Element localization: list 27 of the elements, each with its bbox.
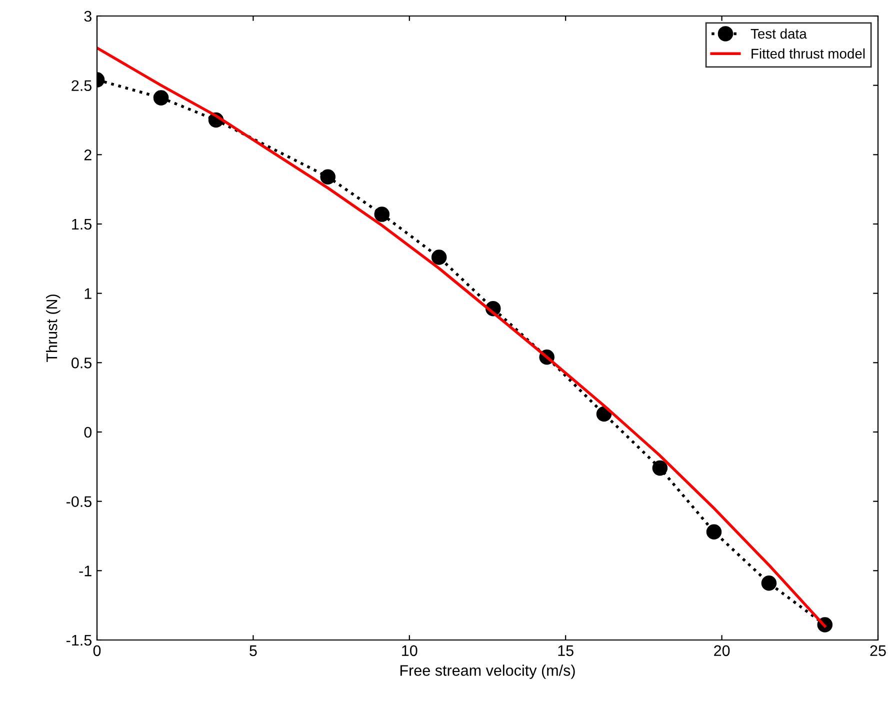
y-tick-label: -1.5 <box>66 635 92 646</box>
y-tick-label: 1 <box>84 288 92 299</box>
x-axis-title: Free stream velocity (m/s) <box>400 664 575 679</box>
x-tick-label: 10 <box>402 645 418 656</box>
point <box>320 169 336 184</box>
point <box>706 524 722 540</box>
point <box>761 576 777 591</box>
y-tick-label: 2.5 <box>72 80 92 92</box>
point <box>652 460 668 476</box>
y-tick-label: 2 <box>84 150 92 160</box>
point <box>431 250 447 265</box>
y-tick-label: 0 <box>84 426 92 438</box>
legend-label: Test data <box>750 28 807 39</box>
x-tick-label: 0 <box>93 645 101 656</box>
y-axis-title: Thrust (N) <box>46 294 60 362</box>
y-tick-label: -0.5 <box>66 496 92 508</box>
y-tick-label: 1.5 <box>72 219 92 230</box>
y-tick-label: 3 <box>84 10 92 22</box>
x-tick-label: 20 <box>714 645 730 656</box>
point <box>153 90 169 106</box>
y-tick-label: 0.5 <box>72 358 92 368</box>
x-tick-label: 5 <box>250 645 257 656</box>
legend-label: Fitted thrust model <box>752 48 865 59</box>
point <box>374 206 390 222</box>
y-tick-label: -1 <box>79 566 92 576</box>
x-tick-label: 15 <box>558 645 574 656</box>
x-tick-label: 25 <box>870 645 886 656</box>
